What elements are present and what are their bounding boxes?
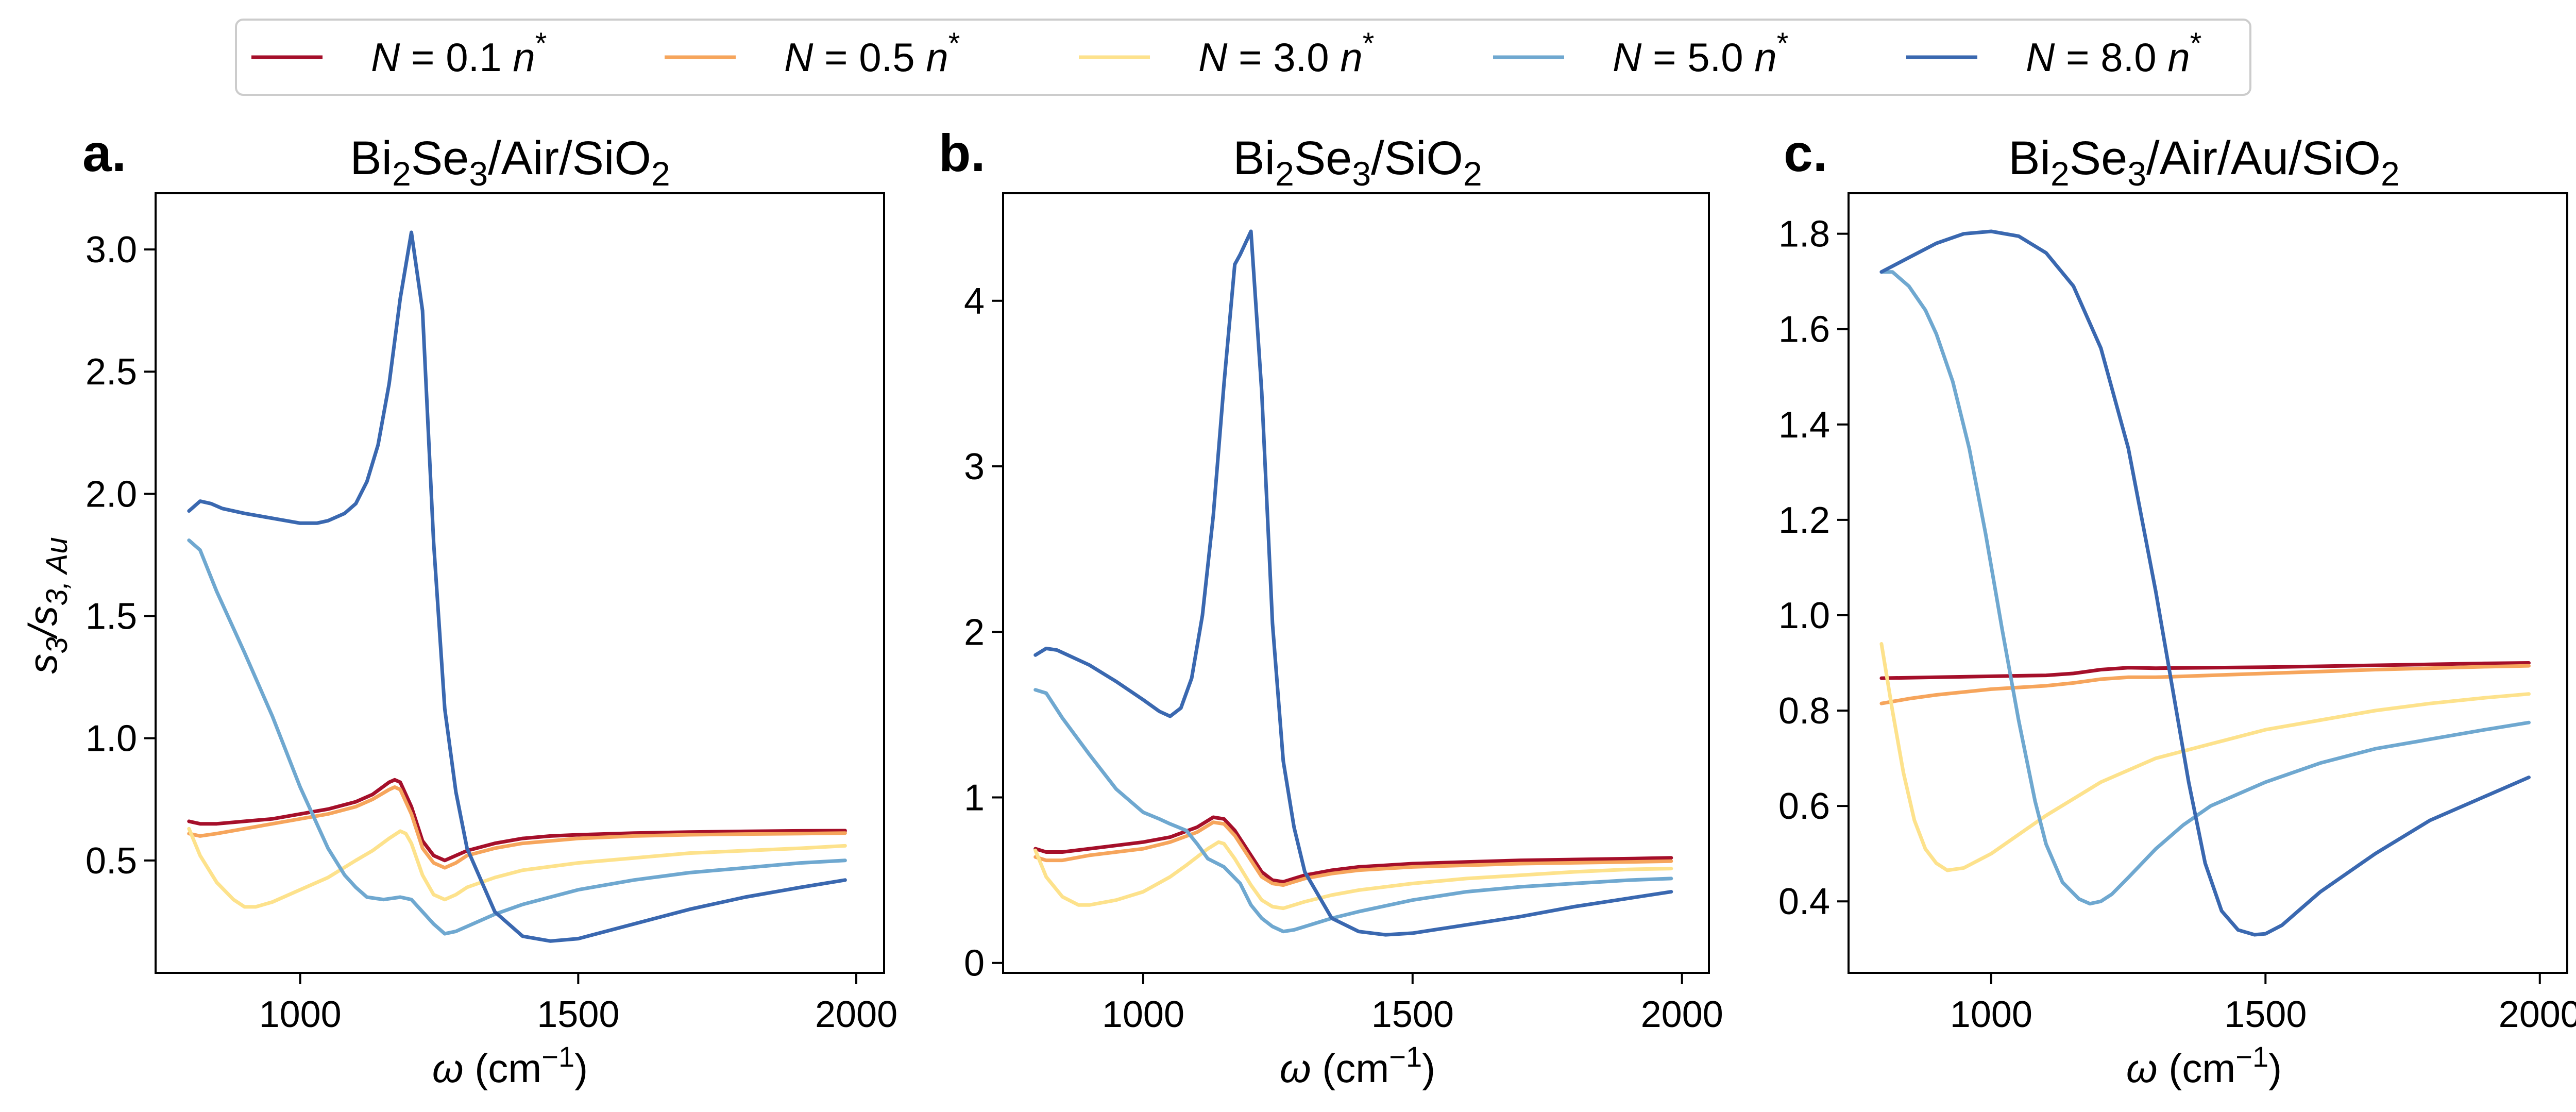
panel-a: a. Bi2Se3/Air/SiO2 ω (cm−1) s3/s3, Au 10… xyxy=(20,124,897,1091)
series-line xyxy=(1033,840,1673,911)
panel-c: c. Bi2Se3/Air/Au/SiO2 ω (cm−1) 1000 1500 2… xyxy=(1778,124,2576,1091)
x-tick-label: 1000 xyxy=(1950,994,2032,1035)
legend: N = 0.1 n* N = 0.5 n* N = 3.0 n* N = 5.0 n*… xyxy=(235,19,2251,96)
y-tick-label: 4 xyxy=(964,281,985,322)
y-tick-label: 1.2 xyxy=(1778,500,1830,541)
series-line xyxy=(187,230,847,943)
series-line xyxy=(1879,642,2531,872)
plot-area: 1000 1500 2000 0.5 1.0 1.5 2.0 2.5 3.0 xyxy=(86,192,897,1035)
x-axis-label: ω (cm−1) xyxy=(432,1040,588,1091)
legend-item: N = 0.1 n* xyxy=(251,27,547,80)
legend-label: N = 0.1 n* xyxy=(371,27,547,80)
panel-title: Bi2Se3/Air/Au/SiO2 xyxy=(2008,132,2400,193)
x-axis-label: ω (cm−1) xyxy=(1280,1040,1435,1091)
panel-title: Bi2Se3/Air/SiO2 xyxy=(350,132,670,193)
series-line xyxy=(1879,229,2531,937)
x-tick-label: 2000 xyxy=(815,994,897,1035)
legend-item: N = 8.0 n* xyxy=(1906,27,2201,80)
y-tick-label: 2.5 xyxy=(86,351,137,393)
y-tick-label: 0 xyxy=(964,943,985,984)
y-tick-label: 2.0 xyxy=(86,474,137,515)
series-line xyxy=(187,778,847,863)
plot-area: 1000 1500 2000 0 1 2 3 4 xyxy=(964,192,1723,1035)
panel-title: Bi2Se3/SiO2 xyxy=(1233,132,1482,193)
series-line xyxy=(1033,229,1673,937)
panel-letter: c. xyxy=(1784,124,1827,182)
y-tick-label: 1.5 xyxy=(86,596,137,637)
plot-area: 1000 1500 2000 0.4 0.6 0.8 1.0 1.2 1.4 1.6 1.8 xyxy=(1778,192,2576,1035)
series-line xyxy=(1879,270,2531,906)
x-tick-label: 2000 xyxy=(1641,994,1723,1035)
series-line xyxy=(187,785,847,870)
x-tick-label: 1500 xyxy=(537,994,619,1035)
y-tick-label: 1 xyxy=(964,777,985,818)
y-tick-label: 3.0 xyxy=(86,229,137,271)
legend-label: N = 8.0 n* xyxy=(2026,27,2201,80)
legend-label: N = 0.5 n* xyxy=(784,27,960,80)
x-tick-label: 1500 xyxy=(2224,994,2307,1035)
legend-item: N = 3.0 n* xyxy=(1079,27,1374,80)
panel-b: b. Bi2Se3/SiO2 ω (cm−1) 1000 1500 2000 0 1 2 3… xyxy=(939,124,1723,1091)
y-tick-label: 1.0 xyxy=(1778,595,1830,636)
y-tick-label: 1.0 xyxy=(86,718,137,760)
legend-item: N = 0.5 n* xyxy=(665,27,960,80)
axes-frame xyxy=(155,192,885,974)
y-axis-label: s3/s3, Au xyxy=(20,537,74,673)
y-tick-label: 1.8 xyxy=(1778,214,1830,255)
series-line xyxy=(187,827,847,909)
x-tick-label: 2000 xyxy=(2499,994,2576,1035)
series-line xyxy=(1879,664,2531,705)
legend-label: N = 5.0 n* xyxy=(1613,27,1788,80)
x-tick-label: 1000 xyxy=(259,994,342,1035)
legend-frame xyxy=(235,19,2251,96)
legend-item: N = 5.0 n* xyxy=(1493,27,1788,80)
series-line xyxy=(1033,820,1673,887)
y-tick-label: 2 xyxy=(964,612,985,653)
x-tick-label: 1000 xyxy=(1102,994,1184,1035)
y-tick-label: 1.6 xyxy=(1778,309,1830,350)
legend-label: N = 3.0 n* xyxy=(1198,27,1374,80)
y-tick-label: 3 xyxy=(964,446,985,487)
y-tick-label: 0.4 xyxy=(1778,881,1830,922)
panel-letter: b. xyxy=(939,124,986,182)
y-tick-label: 0.8 xyxy=(1778,690,1830,732)
axes-frame xyxy=(1848,192,2568,974)
y-tick-label: 0.6 xyxy=(1778,786,1830,827)
series-line xyxy=(187,538,847,936)
x-axis-label: ω (cm−1) xyxy=(2126,1040,2282,1091)
series-line xyxy=(1033,815,1673,884)
x-tick-label: 1500 xyxy=(1371,994,1454,1035)
y-tick-label: 1.4 xyxy=(1778,405,1830,446)
panel-letter: a. xyxy=(82,124,126,182)
axes-frame xyxy=(1002,192,1710,974)
series-line xyxy=(1033,688,1673,934)
y-tick-label: 0.5 xyxy=(86,840,137,882)
